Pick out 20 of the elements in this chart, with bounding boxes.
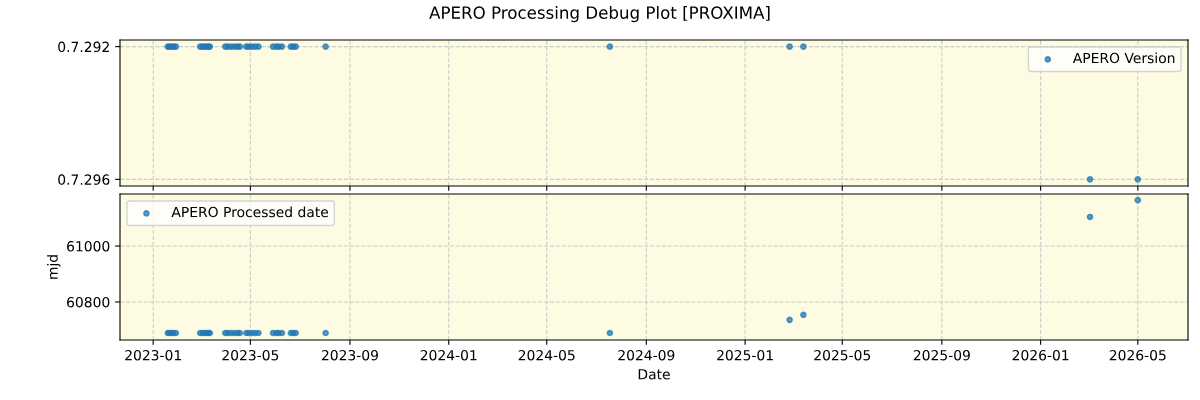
x-tick-label: 2025-05 [814,349,871,361]
y-tick-label: 60800 [67,296,110,308]
x-tick-label: 2023-01 [125,349,181,361]
text: 0.7.292 [58,41,109,53]
legend-label: APERO Version [1072,52,1175,64]
text: 0.7.296 [58,174,110,185]
x-axis-title: Date [638,369,670,380]
x-tick-label: 2025-01 [717,349,773,361]
legend-label: APERO Processed date [171,206,329,218]
x-tick-label: 2024-09 [618,349,675,361]
x-tick-label: 2023-05 [222,349,279,361]
y-axis-title: mjd [47,255,61,279]
x-tick-label: 2025-09 [913,349,970,361]
y-tick-label: 61000 [67,240,110,252]
chart-title: APERO Processing Debug Plot [PROXIMA] [429,6,770,23]
x-tick-label: 2024-01 [420,349,477,361]
x-tick-label: 2026-01 [1012,349,1069,361]
x-tick-label: 2023-09 [321,349,378,361]
x-tick-label: 2026-05 [1109,349,1166,361]
x-tick-label: 2024-05 [518,349,575,361]
